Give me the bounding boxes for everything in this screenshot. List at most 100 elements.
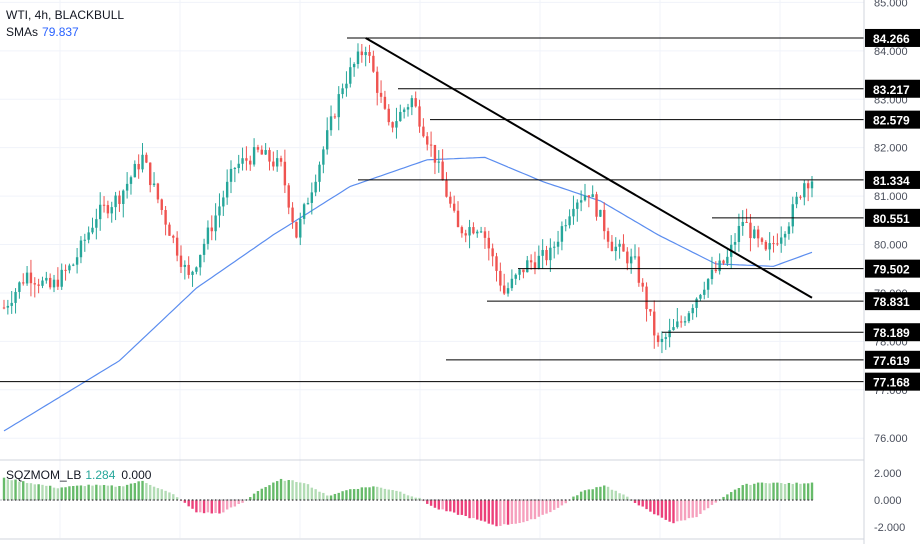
momentum-bar [261, 489, 263, 500]
momentum-dot [761, 499, 763, 501]
candle-body [380, 93, 382, 97]
momentum-bar [618, 493, 620, 500]
candle-body [638, 256, 640, 282]
candle-body [772, 243, 774, 244]
momentum-dot [53, 499, 55, 501]
candle-body [407, 107, 409, 109]
momentum-bar [757, 483, 759, 500]
momentum-dot [115, 499, 117, 501]
momentum-bar [37, 484, 39, 500]
price-axis[interactable]: 85.00084.00083.00082.00081.00080.00079.0… [864, 0, 921, 544]
momentum-dot [249, 499, 251, 501]
momentum-dot [703, 499, 705, 501]
momentum-dot [576, 499, 578, 501]
momentum-bar [491, 500, 493, 525]
momentum-bar [11, 480, 13, 500]
momentum-bar [64, 487, 66, 500]
candle-body [91, 228, 93, 233]
candle-body [334, 116, 336, 117]
candle-body [184, 265, 186, 267]
momentum-bar [376, 487, 378, 500]
momentum-bar [103, 485, 105, 500]
momentum-dot [757, 499, 759, 501]
candle-body [111, 207, 113, 213]
momentum-dot [338, 499, 340, 501]
y-tick-label: 82.000 [874, 143, 908, 155]
momentum-bar [353, 489, 355, 500]
candle-body [118, 196, 120, 204]
momentum-bar [49, 486, 51, 500]
candle-body [376, 72, 378, 93]
candle-body [211, 228, 213, 232]
momentum-dot [253, 499, 255, 501]
momentum-bar [530, 500, 532, 519]
momentum-dot [773, 499, 775, 501]
momentum-bar [457, 500, 459, 515]
momentum-dot [72, 499, 74, 501]
momentum-dot [107, 499, 109, 501]
momentum-bar [468, 500, 470, 518]
momentum-bar [276, 481, 278, 500]
candle-body [422, 127, 424, 137]
momentum-dot [7, 499, 9, 501]
candle-body [434, 145, 436, 163]
candle-body [715, 270, 717, 271]
momentum-dot [103, 499, 105, 501]
candle-body [368, 52, 370, 56]
candle-body [491, 248, 493, 256]
candle-body [803, 183, 805, 197]
momentum-bar [26, 483, 28, 500]
candle-body [584, 195, 586, 200]
momentum-dot [626, 499, 628, 501]
momentum-dot [719, 499, 721, 501]
momentum-bar [391, 490, 393, 500]
candle-body [199, 255, 201, 267]
candle-body [688, 313, 690, 321]
candle-body [765, 242, 767, 250]
momentum-bar [357, 489, 359, 500]
momentum-dot [788, 499, 790, 501]
momentum-bar [792, 484, 794, 500]
candle-body [557, 242, 559, 247]
momentum-bar [91, 486, 93, 500]
momentum-bar [738, 488, 740, 500]
momentum-dot [746, 499, 748, 501]
momentum-dot [726, 499, 728, 501]
candle-body [311, 192, 313, 203]
momentum-bar [226, 500, 228, 510]
candle-body [145, 155, 147, 163]
candle-body [107, 205, 109, 213]
momentum-bar [191, 500, 193, 509]
candle-body [218, 206, 220, 215]
momentum-dot [242, 499, 244, 501]
candle-body [95, 219, 97, 228]
momentum-dot [234, 499, 236, 501]
candle-body [172, 236, 174, 238]
candle-body [665, 337, 667, 339]
momentum-dot [269, 499, 271, 501]
momentum-dot [688, 499, 690, 501]
momentum-dot [95, 499, 97, 501]
momentum-bar [99, 485, 101, 500]
momentum-dot [507, 499, 509, 501]
momentum-dot [238, 499, 240, 501]
candle-body [76, 257, 78, 264]
candle-body [314, 182, 316, 193]
momentum-bar [511, 500, 513, 524]
candle-body [780, 237, 782, 243]
candle-body [318, 165, 320, 182]
momentum-dot [619, 499, 621, 501]
momentum-dot [523, 499, 525, 501]
candle-body [187, 265, 189, 275]
y-tick-label: 84.000 [874, 46, 908, 58]
momentum-bar [280, 479, 282, 500]
candle-body [653, 312, 655, 336]
candle-body [234, 168, 236, 169]
candle-body [503, 286, 505, 294]
sma-legend: SMAs 79.837 [6, 25, 79, 39]
momentum-dot [592, 499, 594, 501]
momentum-bar [361, 487, 363, 500]
momentum-bar [649, 500, 651, 512]
momentum-dot [484, 499, 486, 501]
